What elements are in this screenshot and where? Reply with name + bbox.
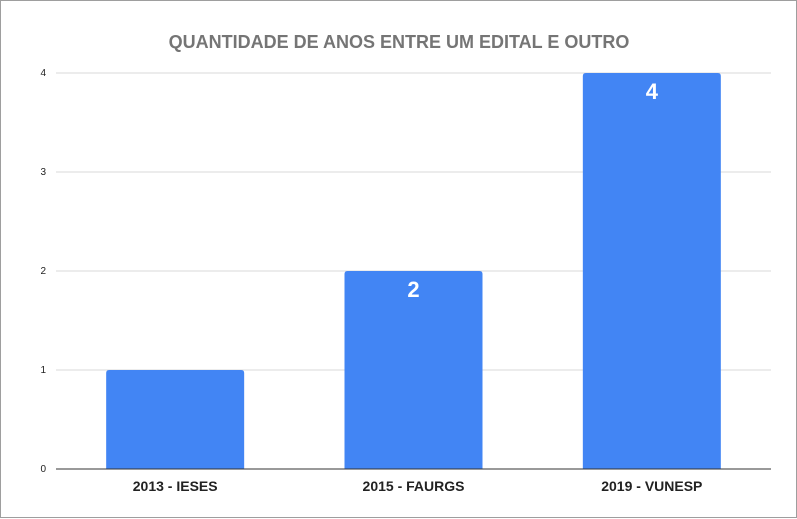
bar-data-label: 4 bbox=[646, 79, 659, 104]
x-tick-label: 2013 - IESES bbox=[133, 478, 218, 494]
bar-0 bbox=[106, 370, 245, 469]
x-axis-ticks: 2013 - IESES 2015 - FAURGS 2019 - VUNESP bbox=[133, 478, 703, 494]
y-tick-label: 2 bbox=[40, 266, 46, 277]
x-tick-label: 2015 - FAURGS bbox=[363, 478, 465, 494]
chart-title: QUANTIDADE DE ANOS ENTRE UM EDITAL E OUT… bbox=[169, 32, 630, 52]
y-tick-label: 1 bbox=[40, 365, 46, 376]
bar-data-label: 2 bbox=[407, 277, 419, 302]
y-axis-ticks: 0 1 2 3 4 bbox=[40, 68, 46, 475]
y-tick-label: 3 bbox=[40, 167, 46, 178]
y-tick-label: 4 bbox=[40, 68, 46, 79]
y-tick-label: 0 bbox=[40, 464, 46, 475]
bar-2 bbox=[582, 73, 721, 469]
x-tick-label: 2019 - VUNESP bbox=[601, 478, 702, 494]
bar-1 bbox=[344, 271, 483, 469]
bars: 24 bbox=[106, 73, 721, 469]
